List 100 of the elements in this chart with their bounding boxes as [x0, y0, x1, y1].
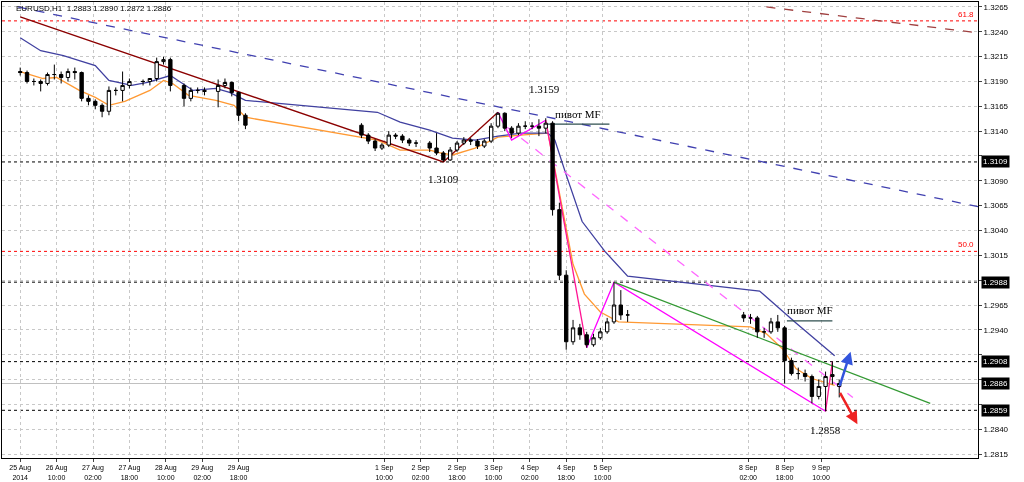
- ref-line-label: 1.2988: [983, 278, 1009, 287]
- candlestick: [755, 315, 760, 339]
- candlestick: [386, 130, 391, 148]
- annotation: пивот MF: [787, 304, 833, 316]
- candlestick: [618, 289, 623, 321]
- annotation: пивот MF: [555, 108, 601, 120]
- candlestick: [24, 70, 30, 84]
- candlestick: [99, 102, 105, 118]
- candlestick: [154, 57, 159, 82]
- candlestick: [413, 139, 419, 148]
- y-tick-label: 1.3215: [983, 52, 1009, 62]
- candlestick: [625, 309, 630, 323]
- ref-line-label: 1.2859: [983, 406, 1009, 415]
- candlestick: [584, 331, 589, 349]
- line-series: [19, 37, 836, 357]
- y-tick-label: 1.3265: [983, 2, 1009, 12]
- candlestick: [86, 94, 91, 106]
- candlestick: [359, 122, 364, 139]
- candlestick: [202, 86, 207, 96]
- candlestick: [106, 85, 112, 116]
- y-tick-label: 1.3065: [983, 201, 1009, 211]
- candlestick: [591, 333, 596, 348]
- y-tick-label: 1.3090: [983, 176, 1009, 186]
- y-tick-label: 1.3015: [983, 251, 1009, 261]
- candlestick: [379, 142, 385, 151]
- ref-line-label: 1.3109: [983, 157, 1009, 166]
- annotation: 61.8: [958, 10, 975, 19]
- annotation: 1.3109: [428, 173, 459, 185]
- candlestick: [509, 125, 514, 139]
- candlestick: [229, 80, 234, 97]
- candlestick: [802, 369, 808, 382]
- candlestick: [181, 82, 187, 107]
- candlestick: [120, 71, 125, 102]
- candlestick: [393, 132, 398, 140]
- candlestick: [536, 118, 542, 137]
- candlestick: [45, 72, 50, 86]
- candlestick: [147, 78, 153, 86]
- candlestick: [366, 132, 371, 145]
- y-tick-label: 1.3140: [983, 126, 1009, 136]
- candlestick: [570, 319, 576, 346]
- candlestick: [796, 367, 801, 381]
- candlestick: [502, 111, 507, 132]
- y-tick-label: 1.2815: [983, 449, 1009, 459]
- candlestick: [516, 122, 521, 136]
- candlestick: [488, 122, 494, 144]
- candlestick: [372, 138, 378, 152]
- candlestick: [495, 111, 501, 129]
- ref-line-label: 1.2886: [983, 379, 1009, 388]
- candlestick: [468, 137, 473, 146]
- candlestick: [598, 327, 603, 341]
- y-tick-label: 1.2840: [983, 424, 1009, 434]
- candlestick: [427, 140, 432, 153]
- y-tick-label: 1.2940: [983, 325, 1009, 335]
- annotation: 1.3159: [529, 83, 560, 95]
- annotation: 1.2858: [810, 424, 841, 436]
- candlestick: [482, 138, 487, 149]
- candlestick: [243, 112, 248, 130]
- candlestick: [454, 140, 460, 153]
- candlestick: [461, 136, 467, 146]
- candlestick: [741, 311, 746, 323]
- y-tick-label: 1.3165: [983, 102, 1009, 112]
- candlestick: [113, 86, 118, 96]
- candlestick: [222, 78, 228, 89]
- candlestick: [168, 57, 173, 92]
- candlestick: [529, 121, 535, 130]
- candlestick: [761, 327, 767, 339]
- candlestick: [79, 71, 84, 102]
- candlestick: [557, 202, 562, 281]
- candlestick: [434, 132, 439, 156]
- candlestick: [768, 317, 774, 335]
- candlestick: [816, 379, 821, 400]
- y-tick-label: 1.2965: [983, 300, 1009, 310]
- candlestick: [215, 78, 221, 108]
- candlestick: [161, 56, 166, 66]
- candlestick: [748, 313, 753, 325]
- candlestick: [93, 98, 98, 110]
- candlestick: [775, 314, 780, 333]
- y-tick-label: 1.3040: [983, 226, 1009, 236]
- y-tick-label: 1.3190: [983, 77, 1009, 87]
- candlestick: [58, 71, 64, 84]
- candlestick: [611, 281, 617, 325]
- candlestick: [72, 67, 77, 80]
- y-tick-label: 1.3240: [983, 27, 1009, 37]
- candlestick: [604, 317, 610, 335]
- candlestick: [52, 64, 57, 80]
- candlestick: [18, 67, 23, 77]
- annotation: 50.0: [958, 240, 975, 249]
- candlestick: [577, 323, 583, 341]
- candlestick: [400, 133, 405, 144]
- candlestick: [236, 90, 241, 122]
- candlestick: [188, 86, 193, 102]
- candlestick: [65, 68, 71, 82]
- candlestick: [127, 78, 132, 89]
- candlestick: [475, 138, 480, 150]
- candlestick: [543, 117, 548, 134]
- candlestick: [407, 137, 412, 147]
- candlestick: [809, 374, 815, 404]
- ref-line-label: 1.2908: [983, 357, 1009, 366]
- candlestick: [38, 78, 43, 92]
- chart-title: EURUSD,H1 1.2883 1.2890 1.2872 1.2886: [16, 4, 172, 13]
